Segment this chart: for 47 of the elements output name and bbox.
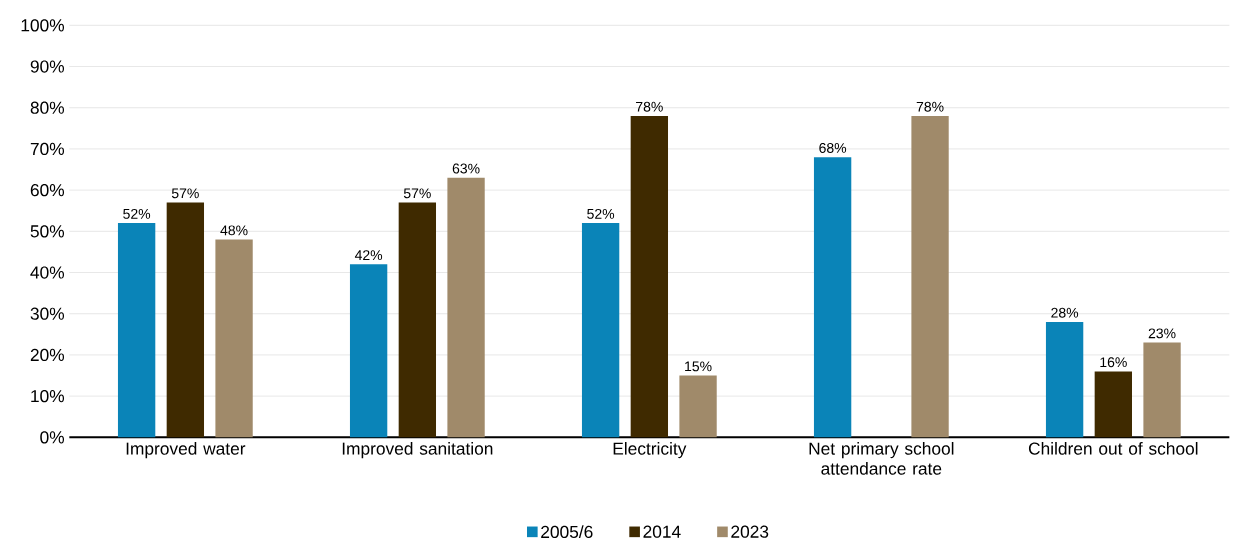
x-tick-label: Net primary school attendance rate bbox=[809, 442, 954, 475]
y-tick-label: 20% bbox=[30, 348, 65, 362]
bar bbox=[581, 223, 620, 438]
data-label: 48% bbox=[220, 225, 248, 236]
bar bbox=[1143, 342, 1181, 438]
bar bbox=[398, 202, 437, 438]
bar bbox=[813, 157, 852, 438]
legend-label: 2014 bbox=[643, 525, 681, 538]
data-label: 52% bbox=[123, 208, 151, 219]
data-label: 57% bbox=[403, 188, 431, 199]
bar bbox=[679, 375, 717, 438]
data-label: 78% bbox=[916, 101, 944, 112]
y-tick-label: 70% bbox=[30, 142, 65, 156]
bar bbox=[215, 239, 253, 438]
y-tick-label: 80% bbox=[30, 101, 65, 114]
bar bbox=[1045, 321, 1084, 438]
bar bbox=[166, 202, 205, 438]
y-tick-label: 60% bbox=[30, 183, 65, 197]
data-label: 78% bbox=[636, 101, 663, 112]
legend-label: 2023 bbox=[731, 525, 769, 538]
bar bbox=[349, 264, 388, 438]
y-tick-label: 100% bbox=[21, 19, 65, 32]
x-tick-label: Improved sanitation bbox=[342, 442, 493, 459]
y-tick-label: 10% bbox=[31, 389, 65, 403]
bar bbox=[447, 177, 485, 438]
bar bbox=[911, 115, 949, 438]
data-label: 52% bbox=[587, 208, 615, 219]
data-label: 63% bbox=[452, 163, 480, 174]
data-label: 16% bbox=[1100, 357, 1127, 368]
y-tick-label: 50% bbox=[30, 225, 65, 238]
bar bbox=[1094, 371, 1132, 438]
y-tick-label: 30% bbox=[30, 307, 65, 320]
data-label: 23% bbox=[1148, 328, 1176, 339]
data-label: 28% bbox=[1051, 307, 1079, 318]
data-label: 57% bbox=[171, 188, 199, 199]
data-label: 42% bbox=[354, 250, 383, 261]
legend-label: 2005/6 bbox=[541, 525, 593, 539]
data-label: 15% bbox=[685, 361, 712, 372]
x-tick-label: Children out of school bbox=[1028, 442, 1198, 455]
y-tick-label: 90% bbox=[30, 60, 65, 73]
x-tick-label: Improved water bbox=[126, 442, 246, 459]
bar bbox=[117, 223, 156, 438]
y-tick-label: 0% bbox=[40, 431, 65, 444]
data-label: 68% bbox=[819, 143, 847, 153]
x-tick-label: Electricity bbox=[613, 442, 687, 459]
bar bbox=[630, 115, 669, 438]
y-tick-label: 40% bbox=[30, 266, 65, 279]
